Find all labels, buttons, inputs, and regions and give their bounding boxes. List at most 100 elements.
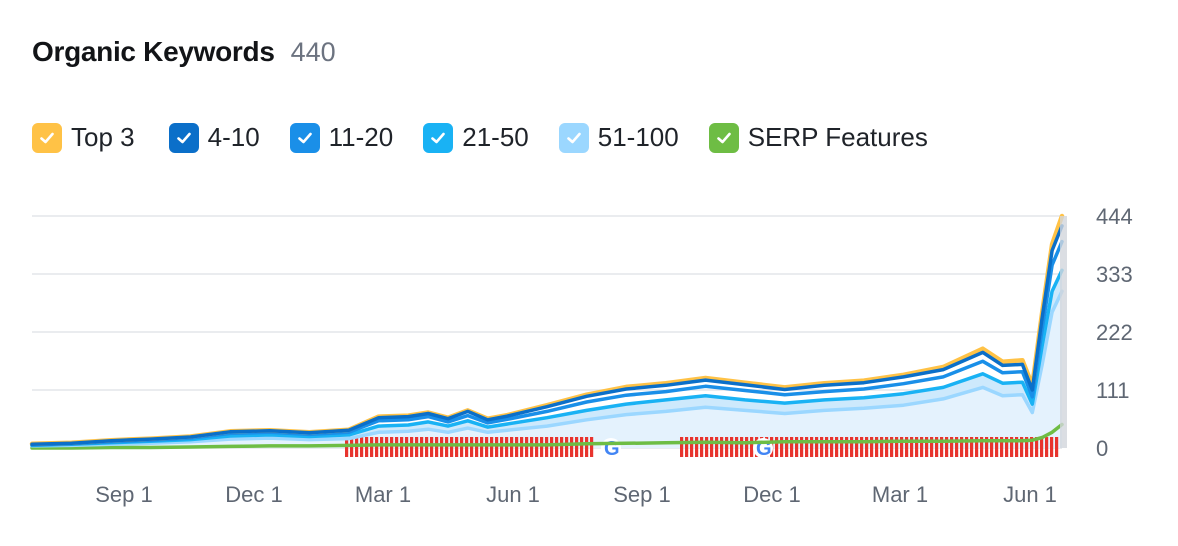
serp-marker[interactable]	[495, 437, 499, 457]
serp-marker[interactable]	[440, 437, 444, 457]
serp-marker[interactable]	[475, 437, 479, 457]
serp-marker[interactable]	[880, 437, 884, 457]
series-line-serp-features[interactable]	[30, 422, 1064, 450]
serp-marker[interactable]	[690, 437, 694, 457]
series-line-4-10[interactable]	[30, 224, 1064, 447]
serp-marker[interactable]	[585, 437, 589, 457]
serp-marker[interactable]	[370, 437, 374, 457]
serp-marker[interactable]	[520, 437, 524, 457]
serp-marker[interactable]	[975, 437, 979, 457]
serp-marker[interactable]	[920, 437, 924, 457]
legend-item-4-10[interactable]: 4-10	[168, 122, 260, 153]
serp-marker[interactable]	[830, 437, 834, 457]
serp-marker[interactable]	[950, 437, 954, 457]
serp-marker[interactable]	[725, 437, 729, 457]
serp-marker[interactable]	[470, 437, 474, 457]
serp-marker[interactable]	[850, 437, 854, 457]
serp-marker[interactable]	[1050, 437, 1054, 457]
serp-marker[interactable]	[480, 437, 484, 457]
serp-marker[interactable]	[385, 437, 389, 457]
serp-marker[interactable]	[790, 437, 794, 457]
serp-marker[interactable]	[565, 437, 569, 457]
serp-marker[interactable]	[1035, 437, 1039, 457]
serp-marker[interactable]	[530, 437, 534, 457]
serp-marker[interactable]	[710, 437, 714, 457]
serp-marker[interactable]	[360, 437, 364, 457]
serp-marker[interactable]	[405, 437, 409, 457]
serp-marker[interactable]	[1025, 437, 1029, 457]
serp-marker[interactable]	[550, 437, 554, 457]
legend-item-11-20[interactable]: 11-20	[289, 122, 393, 153]
serp-marker[interactable]	[705, 437, 709, 457]
serp-marker[interactable]	[985, 437, 989, 457]
serp-marker[interactable]	[895, 437, 899, 457]
serp-marker[interactable]	[800, 437, 804, 457]
serp-marker[interactable]	[720, 437, 724, 457]
serp-marker[interactable]	[740, 437, 744, 457]
serp-marker[interactable]	[425, 437, 429, 457]
serp-marker[interactable]	[870, 437, 874, 457]
serp-marker[interactable]	[930, 437, 934, 457]
serp-marker[interactable]	[490, 437, 494, 457]
serp-marker[interactable]	[485, 437, 489, 457]
serp-marker[interactable]	[865, 437, 869, 457]
serp-marker[interactable]	[955, 437, 959, 457]
serp-marker[interactable]	[875, 437, 879, 457]
serp-marker[interactable]	[515, 437, 519, 457]
serp-marker[interactable]	[570, 437, 574, 457]
serp-marker[interactable]	[505, 437, 509, 457]
serp-marker[interactable]	[965, 437, 969, 457]
serp-marker[interactable]	[575, 437, 579, 457]
serp-marker[interactable]	[1020, 437, 1024, 457]
serp-marker[interactable]	[1005, 437, 1009, 457]
legend-item-21-50[interactable]: 21-50	[423, 122, 529, 153]
serp-marker[interactable]	[935, 437, 939, 457]
legend-item-51-100[interactable]: 51-100	[558, 122, 679, 153]
serp-marker[interactable]	[540, 437, 544, 457]
check-icon[interactable]	[558, 122, 589, 153]
serp-marker[interactable]	[420, 437, 424, 457]
serp-marker[interactable]	[785, 437, 789, 457]
serp-marker[interactable]	[400, 437, 404, 457]
serp-marker[interactable]	[945, 437, 949, 457]
serp-marker[interactable]	[825, 437, 829, 457]
serp-marker[interactable]	[390, 437, 394, 457]
serp-marker[interactable]	[855, 437, 859, 457]
serp-marker[interactable]	[730, 437, 734, 457]
check-icon[interactable]	[168, 122, 199, 153]
serp-marker[interactable]	[1030, 437, 1034, 457]
serp-marker[interactable]	[860, 437, 864, 457]
serp-marker[interactable]	[460, 437, 464, 457]
serp-marker[interactable]	[940, 437, 944, 457]
check-icon[interactable]	[32, 122, 62, 153]
serp-marker[interactable]	[700, 437, 704, 457]
serp-marker[interactable]	[1040, 437, 1044, 457]
serp-marker[interactable]	[715, 437, 719, 457]
serp-marker[interactable]	[450, 437, 454, 457]
serp-marker[interactable]	[545, 437, 549, 457]
series-line-51-100[interactable]	[30, 289, 1064, 448]
serp-marker[interactable]	[775, 437, 779, 457]
serp-marker[interactable]	[410, 437, 414, 457]
serp-marker[interactable]	[555, 437, 559, 457]
serp-marker[interactable]	[815, 437, 819, 457]
serp-marker[interactable]	[745, 437, 749, 457]
serp-marker[interactable]	[560, 437, 564, 457]
serp-marker[interactable]	[805, 437, 809, 457]
serp-marker[interactable]	[995, 437, 999, 457]
serp-marker[interactable]	[590, 437, 594, 457]
serp-marker[interactable]	[1000, 437, 1004, 457]
serp-marker[interactable]	[510, 437, 514, 457]
serp-marker[interactable]	[685, 437, 689, 457]
serp-marker[interactable]	[925, 437, 929, 457]
serp-marker[interactable]	[795, 437, 799, 457]
serp-marker[interactable]	[525, 437, 529, 457]
serp-marker[interactable]	[365, 437, 369, 457]
serp-marker[interactable]	[970, 437, 974, 457]
serp-marker[interactable]	[810, 437, 814, 457]
serp-marker[interactable]	[1055, 437, 1059, 457]
serp-marker[interactable]	[915, 437, 919, 457]
serp-marker[interactable]	[535, 437, 539, 457]
serp-marker[interactable]	[455, 437, 459, 457]
